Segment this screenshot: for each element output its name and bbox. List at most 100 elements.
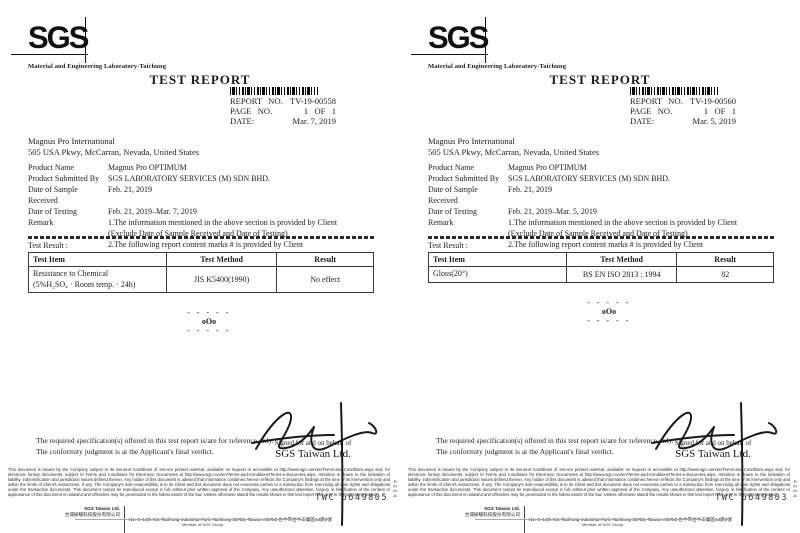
- reference-notes: The required specification(s) offered in…: [36, 436, 274, 457]
- date-label: DATE:: [230, 115, 255, 126]
- cell-test-item: Resistance to Chemical (5%H₂SO₄ · Room t…: [28, 266, 167, 293]
- test-item-line-2: (5%H₂SO₄ · Room temp. · 24h): [33, 279, 136, 289]
- dashed-separator: [28, 236, 374, 239]
- side-form-code: 4004: [391, 480, 397, 500]
- test-item-line-1: Gloss(20°): [433, 269, 468, 278]
- submitted-by-label: Product Submitted By: [28, 174, 100, 183]
- report-no-row: REPORT NO. TV-19-00560: [630, 96, 736, 107]
- sgs-logo-horizontal-line: [411, 54, 488, 56]
- company-names: SGS Taiwan Ltd. 台灣檢驗科技股份有限公司: [8, 506, 124, 533]
- date-value: Mar. 7, 2019: [292, 115, 336, 126]
- product-name-label: Product Name: [28, 163, 74, 172]
- date-of-testing-label: Date of Testing: [428, 207, 478, 216]
- member-of-sgs-group: Member of SGS Group: [475, 519, 730, 527]
- sample-received-label: Date of Sample Received: [428, 185, 478, 205]
- page-title: TEST REPORT: [149, 72, 251, 87]
- page-no-row: PAGE NO. 1 OF 1: [630, 105, 736, 117]
- cell-test-method: BS EN ISO 2813 : 1994: [565, 266, 678, 283]
- submitted-by-row: Product Submitted By SGS LABORATORY SERV…: [28, 173, 374, 184]
- remark-line-2: (Exclude Date of Sample Received and Dat…: [508, 229, 688, 238]
- page-no-value: 1 OF 1: [303, 105, 336, 116]
- ooo-center: oOo: [601, 306, 617, 316]
- client-address: 505 USA Pkwy, McCarran, Nevada, United S…: [428, 147, 600, 157]
- product-name-value: Magnus Pro OPTIMUM: [508, 163, 587, 172]
- remark-row: Remark 1.The information mentioned in th…: [28, 217, 374, 228]
- signature-block: Signed for and on behalf of SGS Taiwan L…: [252, 439, 374, 460]
- report-no-label: REPORT NO.: [630, 96, 683, 106]
- date-of-testing-value: Feb. 21, 2019–Mar. 7, 2019: [108, 207, 197, 216]
- date-of-testing-label: Date of Testing: [28, 207, 78, 216]
- reference-note-line-2: The conformity judgment is at the Applic…: [36, 446, 214, 456]
- result-table-data-row: Resistance to Chemical (5%H₂SO₄ · Room t…: [28, 266, 374, 293]
- dashed-separator: [428, 236, 774, 239]
- laboratory-name: Material and Engineering Laboratory-Taic…: [428, 63, 566, 70]
- client-name: Magnus Pro International: [28, 136, 115, 146]
- reference-note-line-1: The required specification(s) offered in…: [436, 436, 674, 445]
- results-section: Test Result : Test Item Test Method Resu…: [428, 236, 774, 334]
- product-name-label: Product Name: [428, 163, 474, 172]
- end-of-results-marker: - - - - - oOo - - - - -: [428, 289, 774, 334]
- remark-line-1: 1.The information mentioned in the above…: [108, 218, 338, 227]
- test-result-label: Test Result :: [28, 241, 68, 250]
- page-no-label: PAGE NO.: [630, 105, 673, 116]
- client-name: Magnus Pro International: [428, 136, 515, 146]
- remark-line-2: (Exclude Date of Sample Received and Dat…: [108, 229, 288, 238]
- remark-line-3: 2.The following report content marks # i…: [108, 240, 304, 249]
- company-name-zh: 台灣檢驗科技股份有限公司: [64, 511, 120, 517]
- cell-test-item: Gloss(20°): [428, 266, 567, 283]
- ooo-dashes-right: - - - - -: [587, 315, 631, 325]
- ooo-center: oOo: [201, 317, 217, 326]
- document-stamp-number: TWC 6649803: [715, 493, 788, 503]
- submitted-by-value: SGS LABORATORY SERVICES (M) SDN BHD.: [108, 174, 271, 183]
- date-row: DATE: Mar. 7, 2019: [230, 115, 336, 127]
- result-table-data-row: Gloss(20°) BS EN ISO 2813 : 1994 82: [428, 266, 774, 283]
- signing-company: SGS Taiwan Ltd.: [675, 447, 751, 460]
- remark-label: Remark: [428, 218, 454, 227]
- submitted-by-label: Product Submitted By: [428, 174, 500, 183]
- side-form-code: 4004: [791, 480, 797, 500]
- result-table-header-row: Test Item Test Method Result: [428, 252, 774, 267]
- col-result: Result: [276, 252, 374, 267]
- remark-line-3: 2.The following report content marks # i…: [508, 240, 704, 249]
- result-table-header-row: Test Item Test Method Result: [28, 252, 374, 267]
- product-info-block: Product Name Magnus Pro OPTIMUM Product …: [28, 162, 374, 250]
- legal-disclaimer: This document is issued by the Company s…: [408, 467, 790, 498]
- results-section: Test Result : Test Item Test Method Resu…: [28, 236, 374, 344]
- submitted-by-row: Product Submitted By SGS LABORATORY SERV…: [428, 173, 774, 184]
- sample-received-row: Date of Sample Received Feb. 21, 2019: [28, 184, 374, 206]
- company-name-zh: 台灣檢驗科技股份有限公司: [464, 511, 520, 517]
- company-name-en: SGS Taiwan Ltd.: [484, 506, 520, 511]
- cell-test-method: JIS K5400(1990): [165, 266, 278, 293]
- date-of-testing-row: Date of Testing Feb. 21, 2019–Mar. 7, 20…: [28, 206, 374, 217]
- report-meta-block: REPORT NO. TV-19-00558 PAGE NO. 1 OF 1 D…: [230, 96, 336, 127]
- client-address: 505 USA Pkwy, McCarran, Nevada, United S…: [28, 147, 200, 157]
- cell-result: No effect: [276, 266, 374, 293]
- sgs-logo-horizontal-line: [11, 54, 88, 56]
- sgs-logo: SGS: [411, 17, 518, 64]
- product-name-value: Magnus Pro OPTIMUM: [108, 163, 187, 172]
- test-item-line-1: Resistance to Chemical: [33, 269, 109, 278]
- barcode: [230, 87, 318, 95]
- reference-note-line-2: The conformity judgment is at the Applic…: [436, 446, 614, 456]
- product-info-block: Product Name Magnus Pro OPTIMUM Product …: [428, 162, 774, 250]
- barcode: [630, 87, 718, 95]
- report-meta-block: REPORT NO. TV-19-00560 PAGE NO. 1 OF 1 D…: [630, 96, 736, 126]
- reference-note-line-1: The required specification(s) offered in…: [36, 436, 274, 445]
- client-block: Magnus Pro International 505 USA Pkwy, M…: [28, 136, 199, 158]
- company-names: SGS Taiwan Ltd. 台灣檢驗科技股份有限公司: [408, 506, 524, 533]
- sgs-logo: SGS: [11, 17, 118, 64]
- report-no-row: REPORT NO. TV-19-00558: [230, 96, 336, 107]
- cell-result: 82: [676, 266, 774, 283]
- signature-block: Signed for and on behalf of SGS Taiwan L…: [652, 439, 774, 460]
- page-no-row: PAGE NO. 1 OF 1: [230, 105, 336, 117]
- page-title: TEST REPORT: [549, 72, 651, 87]
- signed-for-label: Signed for and on behalf of: [274, 439, 352, 447]
- laboratory-name: Material and Engineering Laboratory-Taic…: [28, 63, 166, 70]
- test-result-label: Test Result :: [428, 241, 468, 250]
- reference-notes: The required specification(s) offered in…: [436, 436, 674, 457]
- product-name-row: Product Name Magnus Pro OPTIMUM: [428, 162, 774, 173]
- signed-for-label: Signed for and on behalf of: [674, 439, 752, 447]
- sample-received-value: Feb. 21, 2019: [508, 185, 552, 194]
- remark-label: Remark: [28, 218, 54, 227]
- legal-disclaimer: This document is issued by the Company s…: [8, 467, 390, 498]
